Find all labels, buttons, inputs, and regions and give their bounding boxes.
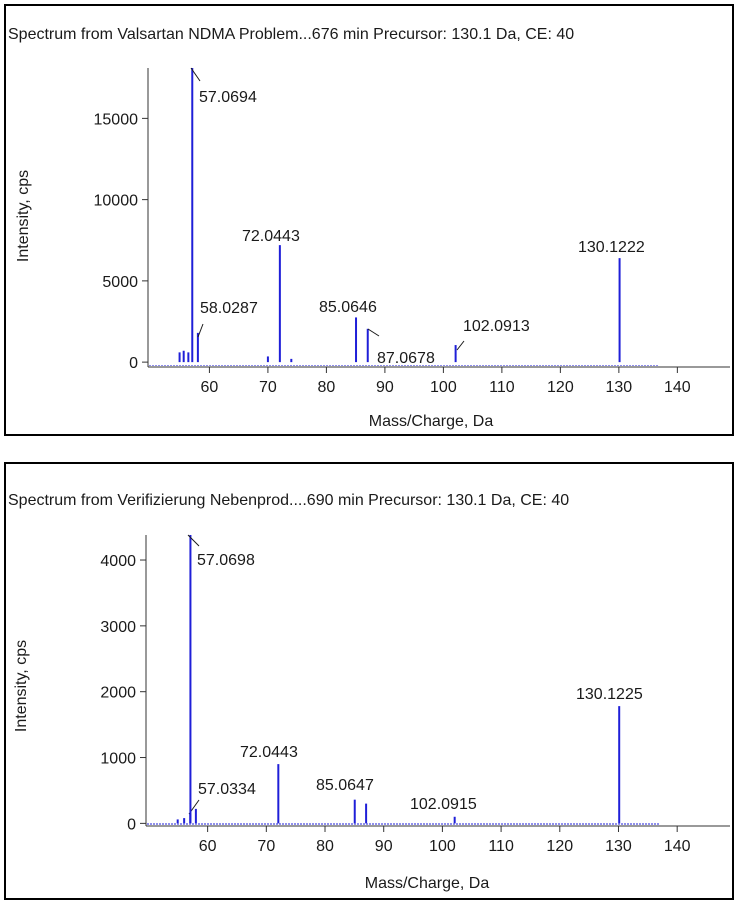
y-tick-label: 0 bbox=[127, 816, 136, 833]
baseline-noise bbox=[149, 365, 658, 366]
y-tick-label: 15000 bbox=[94, 111, 139, 128]
peak-label: 102.0913 bbox=[463, 318, 530, 335]
peak-label-leader bbox=[367, 328, 380, 337]
peak-label-leader bbox=[456, 340, 465, 351]
x-axis-title: Mass/Charge, Da bbox=[369, 413, 494, 430]
spectrum-chart-1: Spectrum from Valsartan NDMA Problem...6… bbox=[8, 26, 730, 430]
y-tick-label: 1000 bbox=[100, 751, 136, 768]
peak-label-leader bbox=[190, 67, 201, 82]
peak-label: 57.0334 bbox=[198, 781, 256, 798]
chart-title: Spectrum from Verifizierung Nebenprod...… bbox=[8, 492, 569, 509]
peak-label: 57.0698 bbox=[197, 552, 255, 569]
peak-label: 57.0694 bbox=[199, 89, 257, 106]
x-tick-label: 130 bbox=[605, 838, 632, 855]
peak-label: 87.0678 bbox=[377, 350, 435, 367]
spectrum-panel-2: Spectrum from Verifizierung Nebenprod...… bbox=[4, 462, 734, 900]
peak-label: 72.0443 bbox=[240, 744, 298, 761]
x-tick-label: 60 bbox=[199, 838, 217, 855]
x-tick-label: 80 bbox=[316, 838, 334, 855]
x-tick-label: 90 bbox=[375, 838, 393, 855]
baseline-noise bbox=[147, 823, 659, 825]
peak-label-leader bbox=[197, 323, 204, 338]
y-tick-label: 2000 bbox=[100, 685, 136, 702]
x-axis-title: Mass/Charge, Da bbox=[365, 875, 490, 892]
x-tick-label: 90 bbox=[376, 379, 394, 396]
x-tick-label: 100 bbox=[429, 838, 456, 855]
x-tick-label: 70 bbox=[259, 379, 277, 396]
x-tick-label: 130 bbox=[606, 379, 633, 396]
spectrum-chart-2: Spectrum from Verifizierung Nebenprod...… bbox=[8, 492, 730, 892]
y-tick-label: 0 bbox=[129, 355, 138, 372]
x-tick-label: 110 bbox=[489, 379, 515, 396]
x-tick-label: 120 bbox=[546, 838, 573, 855]
x-tick-label: 80 bbox=[318, 379, 336, 396]
y-tick-label: 10000 bbox=[94, 193, 139, 210]
x-tick-label: 120 bbox=[547, 379, 574, 396]
chart-title: Spectrum from Valsartan NDMA Problem...6… bbox=[8, 26, 574, 43]
x-tick-label: 140 bbox=[664, 379, 691, 396]
peak-label: 85.0647 bbox=[316, 777, 374, 794]
peak-label: 130.1225 bbox=[576, 686, 643, 703]
peak-label: 102.0915 bbox=[410, 796, 477, 813]
plot-area: 60 70 80 90 100 110 120 130 140 0 5000 10000 15000 57… bbox=[94, 67, 730, 396]
x-tick-label: 60 bbox=[201, 379, 219, 396]
x-tick-label: 70 bbox=[257, 838, 275, 855]
x-tick-label: 140 bbox=[664, 838, 691, 855]
peak-label-leader bbox=[187, 534, 200, 547]
x-tick-label: 110 bbox=[488, 838, 514, 855]
y-axis-title: Intensity, cps bbox=[13, 640, 30, 732]
y-tick-label: 3000 bbox=[100, 619, 136, 636]
spectrum-panel-1: Spectrum from Valsartan NDMA Problem...6… bbox=[4, 4, 734, 436]
peak-label: 85.0646 bbox=[319, 299, 377, 316]
y-axis-title: Intensity, cps bbox=[15, 170, 32, 262]
plot-area: 60 70 80 90 100 110 120 130 140 0 1000 2000 3000 4000… bbox=[100, 534, 730, 855]
x-tick-label: 100 bbox=[430, 379, 457, 396]
peak-label: 130.1222 bbox=[578, 239, 645, 256]
y-tick-label: 4000 bbox=[100, 553, 136, 570]
y-tick-label: 5000 bbox=[102, 274, 138, 291]
peak-label: 58.0287 bbox=[200, 300, 258, 317]
peak-label: 72.0443 bbox=[242, 228, 300, 245]
